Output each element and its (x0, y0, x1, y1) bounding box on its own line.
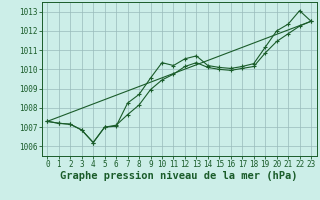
X-axis label: Graphe pression niveau de la mer (hPa): Graphe pression niveau de la mer (hPa) (60, 171, 298, 181)
